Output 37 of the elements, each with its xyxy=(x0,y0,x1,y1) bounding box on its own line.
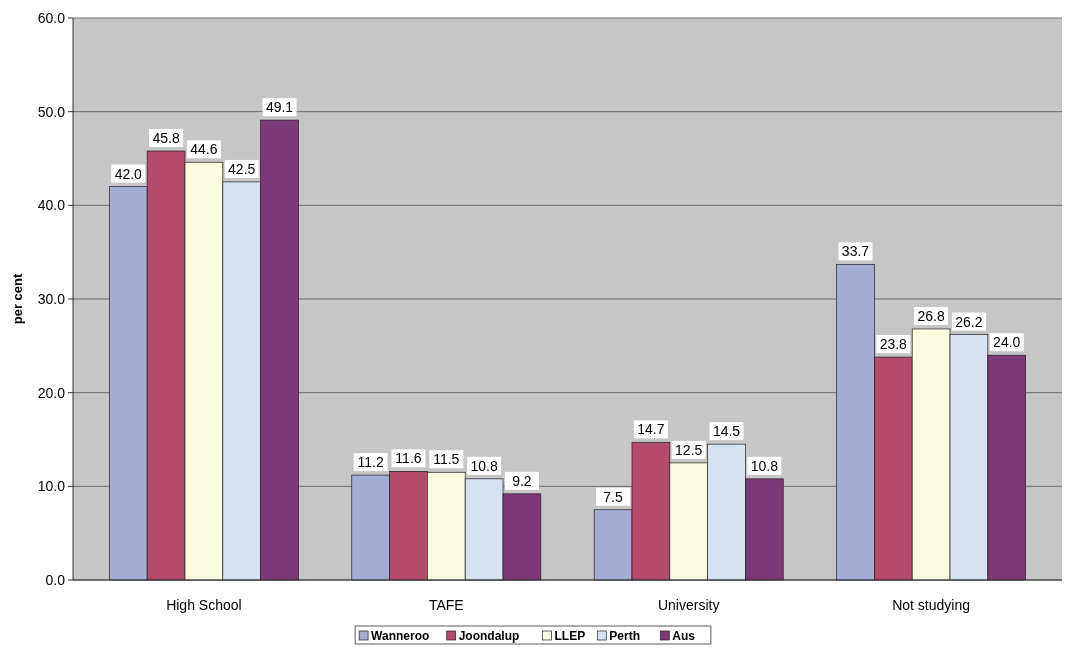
data-label: 11.5 xyxy=(433,451,460,468)
legend-label: Wanneroo xyxy=(371,629,430,643)
data-label: 26.8 xyxy=(917,307,945,324)
y-tick-label: 40.0 xyxy=(37,197,66,214)
legend-label: LLEP xyxy=(554,629,586,643)
x-tick-label: High School xyxy=(166,597,242,613)
data-label: 23.8 xyxy=(879,336,908,353)
x-tick-label: TAFE xyxy=(428,597,464,613)
data-label: 45.8 xyxy=(152,130,180,147)
data-label: 49.1 xyxy=(265,99,294,116)
legend-label: Perth xyxy=(609,629,640,643)
y-tick-label: 10.0 xyxy=(37,478,66,495)
data-label: 12.5 xyxy=(675,441,703,458)
y-tick-label: 0.0 xyxy=(45,572,66,588)
data-label: 11.2 xyxy=(357,454,384,471)
x-tick-label: Not studying xyxy=(892,597,971,613)
legend-label: Joondalup xyxy=(458,629,520,643)
data-label: 42.0 xyxy=(114,165,143,182)
y-tick-label: 50.0 xyxy=(37,103,66,120)
data-label: 33.7 xyxy=(841,243,870,260)
data-label: 24.0 xyxy=(993,334,1021,351)
y-axis-title: per cent xyxy=(10,273,25,325)
x-tick-label: University xyxy=(657,597,720,613)
data-label: 14.5 xyxy=(712,423,741,440)
y-tick-label: 20.0 xyxy=(37,384,66,401)
data-label: 44.6 xyxy=(190,141,218,158)
data-label: 42.5 xyxy=(228,160,256,177)
data-label: 9.2 xyxy=(512,472,532,489)
data-label: 14.7 xyxy=(637,421,665,438)
y-tick-label: 60.0 xyxy=(37,10,66,26)
data-label: 11.6 xyxy=(395,450,422,467)
data-label: 26.2 xyxy=(955,313,983,330)
data-label: 10.8 xyxy=(750,457,779,474)
data-label: 10.8 xyxy=(470,457,498,474)
y-tick-label: 30.0 xyxy=(37,291,66,307)
legend-label: Aus xyxy=(672,629,696,643)
data-label: 7.5 xyxy=(603,488,624,505)
